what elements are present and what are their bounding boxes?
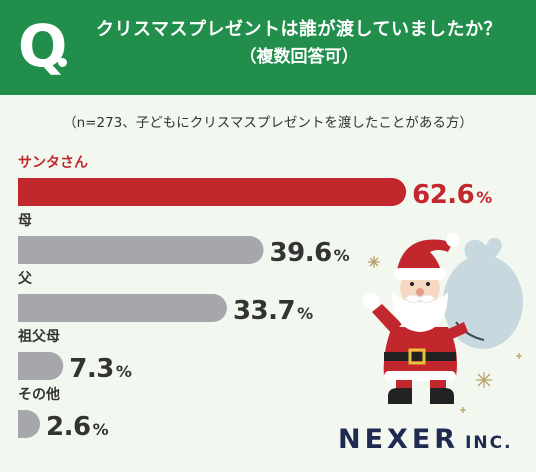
value-label: 62.6% <box>412 180 492 210</box>
category-label: その他 <box>18 386 60 403</box>
category-label: 母 <box>18 213 32 229</box>
question-title: クリスマスプレゼントは誰が渡していましたか？ <box>96 19 502 40</box>
category-label: サンタさん <box>18 155 88 171</box>
q-mark: Q <box>18 12 68 80</box>
question-subtitle: （複数回答可） <box>239 47 359 67</box>
value-label: 2.6% <box>46 412 109 442</box>
category-label: 父 <box>17 271 33 287</box>
bar <box>18 352 64 380</box>
sample-note: （n=273、子どもにクリスマスプレゼントを渡したことがある方） <box>63 115 473 131</box>
question-header: Q クリスマスプレゼントは誰が渡していましたか？ （複数回答可） <box>0 0 536 95</box>
bar <box>18 294 227 322</box>
bar <box>18 410 40 438</box>
category-label: 祖父母 <box>17 328 60 345</box>
value-label: 7.3% <box>69 354 132 384</box>
value-label: 39.6% <box>270 238 350 268</box>
q-dot-icon <box>58 58 67 67</box>
nexer-logo: NEXER INC. <box>338 424 513 455</box>
bar <box>18 178 407 206</box>
value-label: 33.7% <box>233 296 313 326</box>
bar <box>18 236 264 264</box>
